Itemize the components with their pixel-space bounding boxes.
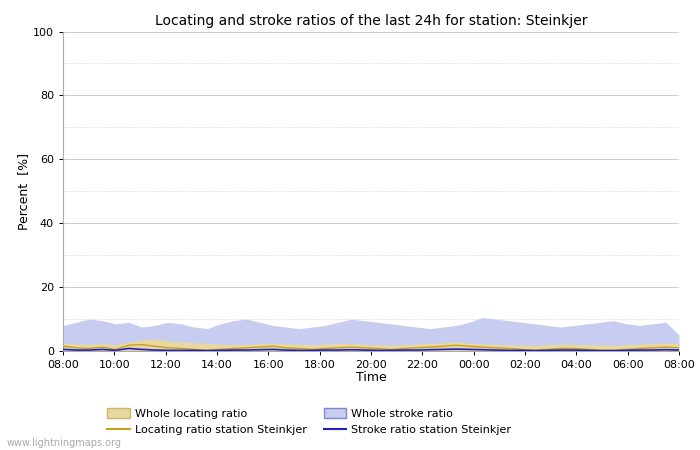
Legend: Whole locating ratio, Locating ratio station Steinkjer, Whole stroke ratio, Stro: Whole locating ratio, Locating ratio sta…	[107, 409, 512, 435]
Title: Locating and stroke ratios of the last 24h for station: Steinkjer: Locating and stroke ratios of the last 2…	[155, 14, 587, 27]
Y-axis label: Percent  [%]: Percent [%]	[18, 153, 30, 230]
X-axis label: Time: Time	[356, 371, 386, 384]
Text: www.lightningmaps.org: www.lightningmaps.org	[7, 438, 122, 448]
